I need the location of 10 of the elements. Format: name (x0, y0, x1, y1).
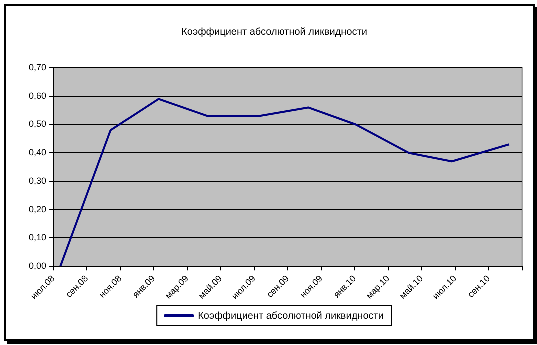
y-tick-label: 0,50 (28, 119, 47, 130)
chart-title: Коэффициент абсолютной ликвидности (182, 26, 368, 38)
y-tick-label: 0,40 (28, 148, 47, 158)
y-tick-label: 0,70 (28, 62, 47, 72)
y-tick-label: 0,30 (28, 176, 47, 186)
y-tick-label: 0,60 (28, 90, 47, 101)
legend-label: Коэффициент абсолютной ликвидности (198, 310, 384, 322)
y-tick-label: 0,10 (28, 232, 47, 243)
y-tick-label: 0,20 (28, 204, 47, 214)
y-tick-label: 0,00 (28, 261, 47, 272)
